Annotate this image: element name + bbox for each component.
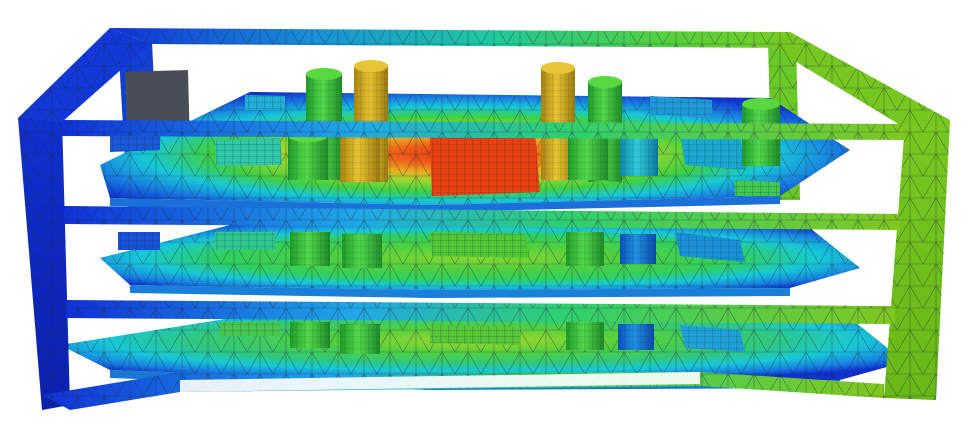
board-level-3 <box>60 312 905 390</box>
frame-front <box>18 28 950 410</box>
board-level-2 <box>100 225 860 298</box>
capacitor-l2 <box>290 232 656 268</box>
capacitor-l3 <box>290 322 654 354</box>
